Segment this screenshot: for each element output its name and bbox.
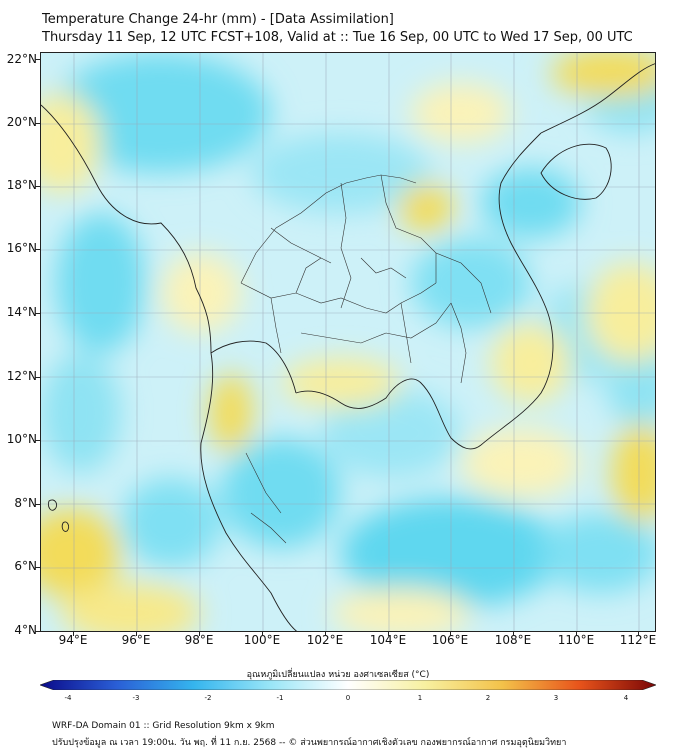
lat-label-10n: 10°N (6, 432, 37, 446)
colorbar-tick: -3 (132, 694, 140, 702)
colorbar-tick: -4 (64, 694, 72, 702)
temperature-field (41, 53, 655, 631)
lat-tick (35, 186, 40, 187)
footer-model-info: WRF-DA Domain 01 :: Grid Resolution 9km … (52, 721, 275, 731)
lon-tick (73, 631, 74, 636)
lon-label-94e: 94°E (58, 633, 88, 647)
lat-label-16n: 16°N (6, 241, 37, 255)
lat-label-12n: 12°N (6, 369, 37, 383)
colorbar-tick: 3 (553, 694, 559, 702)
lon-tick (262, 631, 263, 636)
graticule (41, 53, 655, 631)
lat-tick (35, 567, 40, 568)
lon-tick (136, 631, 137, 636)
lon-label-104e: 104°E (369, 633, 407, 647)
colorbar-gradient (40, 680, 656, 690)
lat-label-18n: 18°N (6, 178, 37, 192)
lon-label-96e: 96°E (121, 633, 151, 647)
lon-tick (450, 631, 451, 636)
admin-borders (240, 174, 492, 544)
colorbar-tick: -2 (204, 694, 212, 702)
lat-label-14n: 14°N (6, 305, 37, 319)
coastlines (41, 63, 655, 631)
colorbar-tick: 0 (345, 694, 351, 702)
lon-tick (638, 631, 639, 636)
lon-tick (199, 631, 200, 636)
colorbar-tick: 4 (623, 694, 629, 702)
lon-label-112e: 112°E (619, 633, 657, 647)
lat-tick (35, 249, 40, 250)
lon-label-108e: 108°E (494, 633, 532, 647)
lat-label-6n: 6°N (14, 559, 37, 573)
lon-tick (513, 631, 514, 636)
lat-label-4n: 4°N (14, 623, 37, 637)
colorbar-title: อุณหภูมิเปลี่ยนแปลง หน่วย องศาเซลเซียส (… (246, 670, 430, 680)
lat-tick (35, 631, 40, 632)
lat-tick (35, 440, 40, 441)
colorbar-tick: 1 (417, 694, 423, 702)
colorbar-tick: -1 (276, 694, 284, 702)
lat-label-22n: 22°N (6, 52, 37, 66)
colorbar-tick: 2 (485, 694, 491, 702)
map-svg (41, 53, 655, 631)
map-title: Temperature Change 24-hr (mm) - [Data As… (42, 12, 394, 27)
lat-tick (35, 313, 40, 314)
lon-tick (576, 631, 577, 636)
lon-label-102e: 102°E (306, 633, 344, 647)
lat-tick (35, 59, 40, 60)
lon-label-106e: 106°E (431, 633, 469, 647)
lat-tick (35, 504, 40, 505)
lon-tick (388, 631, 389, 636)
lat-tick (35, 377, 40, 378)
map-subtitle: Thursday 11 Sep, 12 UTC FCST+108, Valid … (42, 30, 633, 45)
lon-label-100e: 100°E (243, 633, 281, 647)
footer-credit: ปรับปรุงข้อมูล ณ เวลา 19:00น. วัน พฤ. ที… (52, 738, 567, 748)
lon-tick (325, 631, 326, 636)
lat-tick (35, 123, 40, 124)
lon-label-98e: 98°E (184, 633, 214, 647)
colorbar (40, 680, 656, 690)
lat-label-8n: 8°N (14, 496, 37, 510)
lon-label-110e: 110°E (557, 633, 595, 647)
lat-label-20n: 20°N (6, 115, 37, 129)
temperature-change-map[interactable] (40, 52, 656, 632)
